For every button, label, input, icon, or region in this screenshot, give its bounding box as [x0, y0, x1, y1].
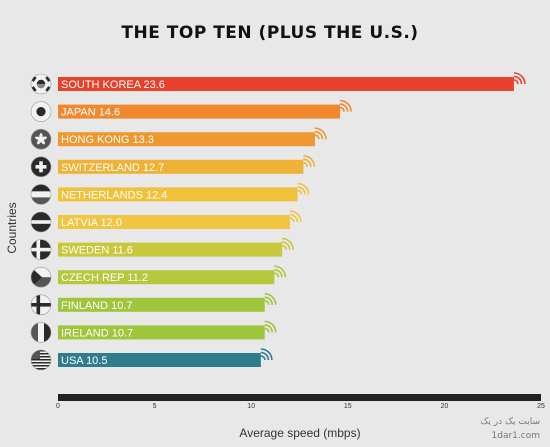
chart-title: THE TOP TEN (PLUS THE U.S.): [121, 23, 418, 43]
wifi-signal-icon: [274, 265, 287, 278]
bar-label: USA 10.5: [61, 355, 107, 367]
wifi-signal-icon: [513, 72, 526, 85]
switzerland-flag-icon: [30, 156, 52, 178]
bar-row: CZECH REP 11.2: [30, 265, 287, 288]
bar-row: LATVIA 12.0: [30, 210, 302, 233]
hong-kong-flag-icon: [30, 128, 52, 150]
bar-row: USA 10.5: [30, 348, 273, 371]
bar-label: HONG KONG 13.3: [61, 134, 154, 146]
bar-row: JAPAN 14.6: [30, 99, 352, 122]
bar-row: SWITZERLAND 12.7: [30, 155, 316, 178]
bar: [58, 215, 290, 229]
bar: [58, 77, 514, 91]
bar-label: FINLAND 10.7: [61, 300, 133, 312]
wifi-signal-icon: [260, 348, 273, 361]
bar-label: SWITZERLAND 12.7: [61, 162, 164, 174]
bar: [58, 132, 315, 147]
bar: [58, 270, 275, 285]
south-korea-flag-icon: [30, 73, 52, 95]
x-axis-label: Average speed (mbps): [239, 426, 360, 440]
ireland-flag-icon: [30, 322, 52, 343]
usa-flag-icon: [30, 349, 52, 371]
czech-rep-flag-icon: [30, 266, 52, 288]
wifi-signal-icon: [289, 210, 302, 223]
bar-row: FINLAND 10.7: [30, 293, 277, 316]
bar-row: SWEDEN 11.6: [30, 237, 294, 260]
bar: [58, 242, 283, 257]
sweden-flag-icon: [30, 239, 52, 260]
y-axis-label: Countries: [5, 202, 19, 253]
bar-label: NETHERLANDS 12.4: [61, 189, 167, 201]
japan-flag-icon: [30, 101, 52, 122]
bar: [58, 159, 304, 174]
x-tick-label: 0: [56, 403, 60, 410]
watermark: سایت یک در یک 1dar1.com: [480, 417, 540, 441]
bar-label: SOUTH KOREA 23.6: [61, 79, 165, 91]
x-tick-label: 20: [441, 403, 449, 410]
x-axis-bar: [58, 394, 541, 401]
bar-label: SWEDEN 11.6: [61, 245, 133, 257]
bar-row: NETHERLANDS 12.4: [30, 182, 310, 205]
bar-label: JAPAN 14.6: [61, 107, 120, 119]
x-tick-label: 15: [344, 403, 352, 410]
x-tick-label: 5: [153, 403, 157, 410]
wifi-signal-icon: [264, 293, 277, 305]
bar: [58, 353, 261, 367]
wifi-signal-icon: [297, 182, 310, 195]
latvia-flag-icon: [30, 211, 52, 233]
bar-row: SOUTH KOREA 23.6: [30, 72, 526, 95]
bar: [58, 297, 265, 312]
plot-area: SOUTH KOREA 23.6 JAPAN 14.6 HONG KONG 13.3…: [30, 72, 526, 371]
netherlands-flag-icon: [30, 184, 52, 205]
bar-label: CZECH REP 11.2: [61, 272, 148, 284]
wifi-signal-icon: [264, 320, 277, 333]
bar-label: LATVIA 12.0: [61, 217, 122, 229]
finland-flag-icon: [30, 294, 52, 316]
x-tick-label: 25: [537, 403, 545, 410]
wifi-signal-icon: [339, 99, 352, 112]
x-axis-ticks: 0 5 10 15 20 25: [56, 403, 545, 410]
bar-row: IRELAND 10.7: [30, 320, 277, 343]
bar-row: HONG KONG 13.3: [30, 127, 327, 150]
bar: [58, 104, 341, 119]
bar: [58, 187, 298, 202]
x-tick-label: 10: [247, 403, 255, 410]
watermark-text-arabic: سایت یک در یک: [480, 417, 540, 427]
bar: [58, 325, 265, 340]
wifi-signal-icon: [314, 127, 327, 140]
watermark-text-domain: 1dar1.com: [492, 431, 540, 441]
wifi-signal-icon: [303, 155, 316, 167]
wifi-signal-icon: [281, 237, 294, 250]
bar-label: IRELAND 10.7: [61, 327, 133, 339]
